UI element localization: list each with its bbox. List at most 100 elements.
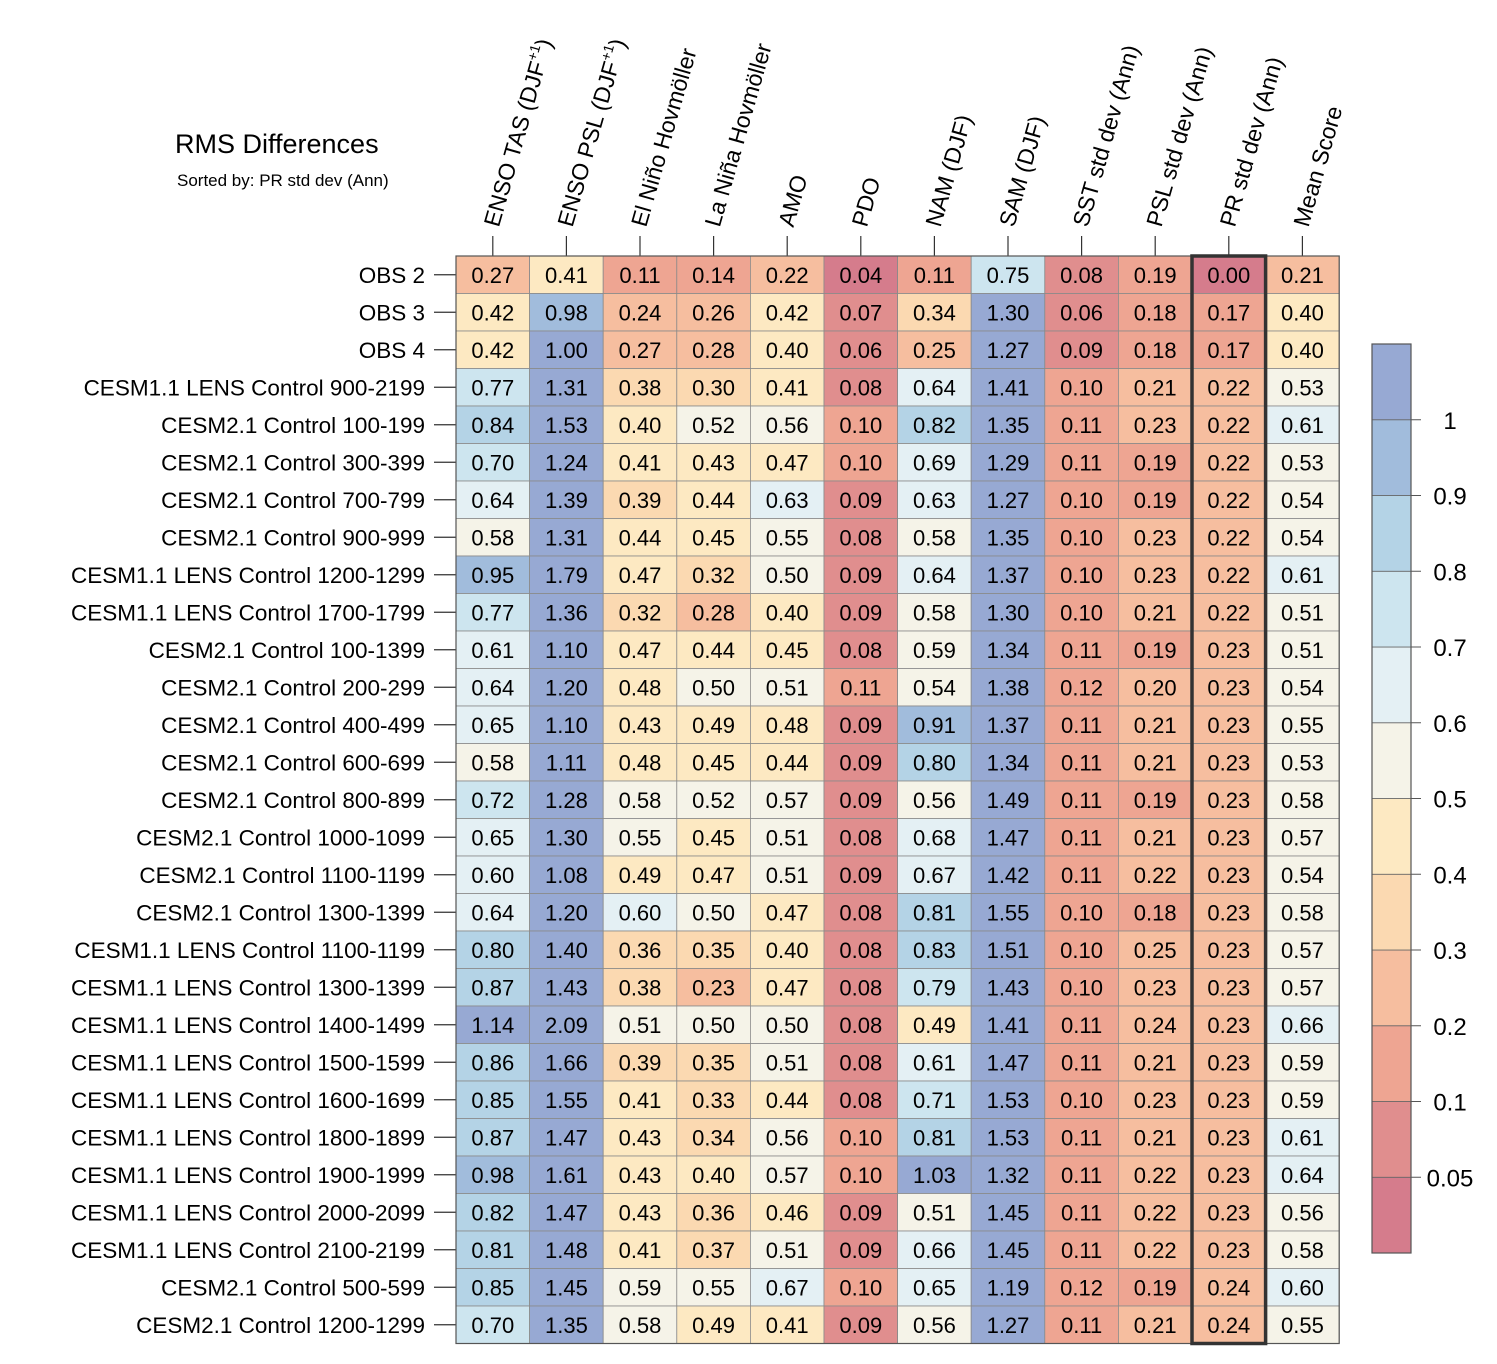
cell-value-label: 0.69 [913, 450, 956, 475]
row-label-cesm1-1-lens-control-1600-1699: CESM1.1 LENS Control 1600-1699 [71, 1088, 425, 1113]
cell-value-label: 0.19 [1134, 488, 1177, 513]
cell-value-label: 0.21 [1134, 713, 1177, 738]
column-label-pr-std-dev-ann: PR std dev (Ann) [1215, 54, 1288, 230]
cell-value-label: 0.11 [619, 263, 660, 288]
cell-value-label: 1.47 [987, 825, 1030, 850]
cell-value-label: 0.58 [913, 600, 956, 625]
heatmap-cell [455, 480, 530, 519]
heatmap-cell [750, 668, 825, 707]
colorbar-tick-label: 0.3 [1433, 938, 1466, 965]
cell-value-label: 1.45 [987, 1238, 1030, 1263]
cell-value-label: 0.22 [1207, 525, 1250, 550]
heatmap-cell [529, 1118, 604, 1157]
heatmap-cell [750, 893, 825, 932]
row-label-cesm1-1-lens-control-1300-1399: CESM1.1 LENS Control 1300-1399 [71, 975, 425, 1000]
cell-value-label: 0.56 [913, 788, 956, 813]
cell-value-label: 0.81 [913, 1125, 956, 1150]
cell-value-label: 0.10 [839, 1163, 882, 1188]
heatmap-cell [1265, 1043, 1340, 1082]
heatmap-cell [1044, 1193, 1119, 1232]
heatmap-cell [970, 330, 1046, 369]
heatmap-cell [1118, 855, 1193, 894]
heatmap-cell [750, 705, 825, 744]
heatmap-cell [455, 1193, 530, 1232]
heatmap-cell [823, 293, 898, 332]
cell-value-label: 1.20 [545, 900, 588, 925]
colorbar-tick-label: 0.5 [1433, 787, 1466, 814]
cell-value-label: 1.35 [545, 1313, 588, 1338]
cell-value-label: 0.21 [1134, 600, 1177, 625]
cell-value-label: 0.50 [766, 563, 809, 588]
cell-value-label: 0.67 [766, 1275, 809, 1300]
cell-value-label: 0.11 [1061, 1313, 1102, 1338]
cell-value-label: 0.40 [1281, 300, 1324, 325]
heatmap-cell [676, 593, 751, 632]
row-label-cesm2-1-control-700-799: CESM2.1 Control 700-799 [161, 488, 425, 513]
heatmap-cell [970, 668, 1046, 707]
cell-value-label: 0.49 [913, 1013, 956, 1038]
cell-value-label: 0.75 [987, 263, 1030, 288]
heatmap-cell [1044, 368, 1119, 407]
cell-value-label: 0.24 [1207, 1313, 1250, 1338]
cell-value-label: 0.44 [619, 525, 662, 550]
cell-value-label: 0.23 [1134, 525, 1177, 550]
heatmap-cell [1044, 555, 1119, 594]
cell-value-label: 0.21 [1281, 263, 1324, 288]
cell-value-label: 1.35 [987, 525, 1030, 550]
heatmap-cell [1265, 593, 1340, 632]
cell-value-label: 0.80 [471, 938, 514, 963]
cell-value-label: 1.45 [987, 1200, 1030, 1225]
heatmap-cell [529, 443, 604, 482]
heatmap-cell [970, 443, 1046, 482]
cell-value-label: 0.23 [1207, 750, 1250, 775]
cell-value-label: 1.27 [987, 1313, 1030, 1338]
heatmap-cell [529, 1043, 604, 1082]
cell-value-label: 0.50 [692, 1013, 735, 1038]
heatmap-cell [897, 1193, 972, 1232]
cell-value-label: 0.98 [471, 1163, 514, 1188]
cell-value-label: 0.59 [1281, 1050, 1324, 1075]
column-label-psl-std-dev-ann: PSL std dev (Ann) [1141, 44, 1217, 230]
heatmap-cell [529, 368, 604, 407]
cell-value-label: 0.18 [1134, 900, 1177, 925]
heatmap-cell [823, 1268, 898, 1307]
cell-value-label: 0.77 [471, 600, 514, 625]
cell-value-label: 0.10 [1060, 1088, 1103, 1113]
column-label-enso-tas-djf-1: ENSO TAS (DJF+1) [477, 35, 557, 229]
cell-value-label: 0.54 [1281, 675, 1324, 700]
row-label-cesm2-1-control-500-599: CESM2.1 Control 500-599 [161, 1275, 425, 1300]
sorted-column-highlight [1190, 254, 1268, 1346]
cell-value-label: 1.24 [545, 450, 588, 475]
heatmap-cell [529, 668, 604, 707]
heatmap-cell [823, 368, 898, 407]
cell-value-label: 0.81 [471, 1238, 514, 1263]
heatmap-cell [455, 443, 530, 482]
row-label-cesm2-1-control-100-199: CESM2.1 Control 100-199 [161, 413, 425, 438]
colorbar-segment [1371, 495, 1412, 572]
cell-value-label: 0.44 [692, 488, 735, 513]
heatmap-cell [455, 930, 530, 969]
heatmap-cell [602, 855, 678, 894]
cell-value-label: 0.43 [619, 713, 662, 738]
cell-value-label: 0.23 [1134, 563, 1177, 588]
cell-value-label: 0.98 [545, 300, 588, 325]
cell-value-label: 1.30 [987, 300, 1030, 325]
cell-value-label: 1.00 [545, 338, 588, 363]
heatmap-cell [750, 255, 825, 294]
heatmap-cell [897, 518, 972, 557]
cell-value-label: 0.49 [619, 863, 662, 888]
cell-value-label: 0.40 [766, 938, 809, 963]
cell-value-label: 0.65 [471, 825, 514, 850]
cell-value-label: 0.10 [839, 413, 882, 438]
cell-value-label: 0.10 [1060, 975, 1103, 1000]
cell-value-label: 0.55 [1281, 1313, 1324, 1338]
heatmap-cell [602, 930, 678, 969]
heatmap-cell [750, 518, 825, 557]
cell-value-label: 0.53 [1281, 375, 1324, 400]
heatmap-cell [602, 1230, 678, 1269]
heatmap-cell [970, 368, 1046, 407]
cell-value-label: 0.23 [1207, 1050, 1250, 1075]
column-label-text: PSL std dev (Ann) [1141, 44, 1217, 230]
cell-value-label: 0.19 [1134, 263, 1177, 288]
heatmap-cell [897, 855, 972, 894]
